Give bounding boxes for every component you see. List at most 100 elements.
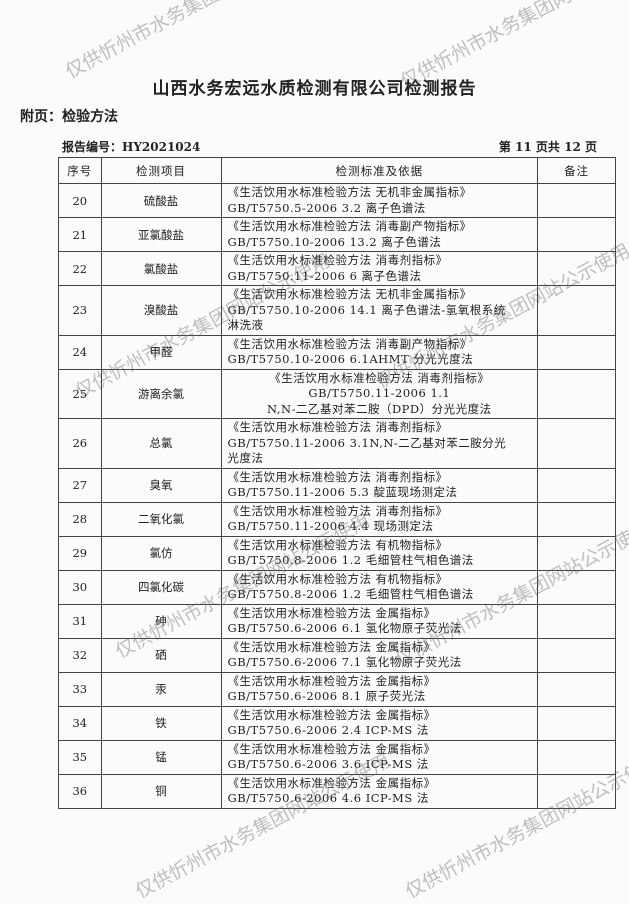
standard-line: GB/T5750.11-2006 1.1 — [308, 386, 451, 400]
row-note — [537, 569, 616, 605]
row-note — [537, 637, 616, 673]
row-item: 总氯 — [100, 418, 222, 469]
standard-line: GB/T5750.11-2006 4.4 现场测定法 — [227, 519, 434, 533]
standard-line: GB/T5750.6-2006 3.6 ICP-MS 法 — [227, 757, 429, 771]
row-standard: 《生活饮用水标准检验方法 金属指标》 GB/T5750.6-2006 3.6 IC… — [220, 739, 539, 775]
row-item: 氯酸盐 — [100, 251, 222, 286]
standard-line: 《生活饮用水标准检验方法 无机非金属指标》 — [227, 185, 472, 199]
row-item: 铁 — [100, 705, 222, 741]
table-header-row: 序号 检测项目 检测标准及依据 备注 — [58, 157, 616, 184]
row-seq: 29 — [58, 535, 102, 571]
methods-table: 序号 检测项目 检测标准及依据 备注 20 硫酸盐 《生活饮用水标准检验方法 无机非… — [58, 157, 616, 809]
table-row: 36 铜《生活饮用水标准检验方法 金属指标》 GB/T5750.6-2006 4.6… — [58, 773, 616, 809]
table-row: 31 砷《生活饮用水标准检验方法 金属指标》 GB/T5750.6-2006 6.1… — [58, 603, 616, 639]
table-row: 34 铁《生活饮用水标准检验方法 金属指标》 GB/T5750.6-2006 2.4… — [58, 705, 616, 741]
row-note — [537, 418, 616, 469]
row-item: 硫酸盐 — [100, 183, 222, 218]
row-standard: 《生活饮用水标准检验方法 有机物指标》 GB/T5750.8-2006 1.2 毛… — [220, 535, 539, 571]
row-note — [537, 773, 616, 809]
row-seq: 22 — [58, 251, 102, 286]
row-note — [537, 217, 616, 252]
row-seq: 31 — [58, 603, 102, 639]
row-standard: 《生活饮用水标准检验方法 消毒副产物指标》 GB/T5750.10-2006 13… — [220, 217, 539, 252]
row-item: 氯仿 — [100, 535, 222, 571]
standard-line: GB/T5750.10-2006 13.2 离子色谱法 — [227, 234, 442, 249]
header-note: 备注 — [537, 157, 616, 184]
row-seq: 36 — [58, 773, 102, 809]
standard-line: GB/T5750.5-2006 3.2 离子色谱法 — [227, 200, 426, 215]
row-note — [537, 603, 616, 639]
standard-line: 《生活饮用水标准检验方法 消毒剂指标》 — [227, 253, 448, 267]
row-note — [537, 671, 616, 707]
table-row: 22 氯酸盐 《生活饮用水标准检验方法 消毒剂指标》 GB/T5750.11-2006… — [58, 251, 616, 286]
row-seq: 24 — [58, 334, 102, 370]
row-seq: 30 — [58, 569, 102, 605]
row-standard: 《生活饮用水标准检验方法 消毒剂指标》 GB/T5750.11-2006 4.4 … — [220, 501, 539, 537]
header-seq: 序号 — [58, 157, 102, 184]
standard-line: GB/T5750.11-2006 3.1N,N-二乙基对苯二胺分光 — [227, 435, 507, 450]
row-item: 锰 — [100, 739, 222, 775]
standard-line: GB/T5750.6-2006 4.6 ICP-MS 法 — [227, 791, 429, 805]
header-item: 检测项目 — [100, 157, 222, 184]
row-note — [537, 285, 616, 336]
row-note — [537, 251, 616, 286]
row-seq: 33 — [58, 671, 102, 707]
row-note — [537, 705, 616, 741]
row-standard: 《生活饮用水标准检验方法 消毒剂指标》 GB/T5750.11-2006 6 离子… — [220, 251, 539, 286]
standard-line: 《生活饮用水标准检验方法 消毒剂指标》 — [227, 503, 448, 518]
row-note — [537, 535, 616, 571]
row-item: 臭氧 — [100, 467, 222, 503]
table-row: 26 总氯 《生活饮用水标准检验方法 消毒剂指标》 GB/T5750.11-2006 … — [58, 418, 616, 469]
standard-line: 《生活饮用水标准检验方法 消毒副产物指标》 — [227, 336, 472, 351]
standard-line: GB/T5750.8-2006 1.2 毛细管柱气相色谱法 — [227, 553, 474, 567]
row-note — [537, 334, 616, 370]
table-row: 32 硒《生活饮用水标准检验方法 金属指标》 GB/T5750.6-2006 7.1… — [58, 637, 616, 673]
table-row: 25 游离余氯 《生活饮用水标准检验方法 消毒剂指标》 GB/T5750.11-200… — [58, 368, 616, 419]
standard-line: 《生活饮用水标准检验方法 有机物指标》 — [227, 571, 448, 586]
row-seq: 28 — [58, 501, 102, 537]
row-seq: 27 — [58, 467, 102, 503]
standard-line: 《生活饮用水标准检验方法 金属指标》 — [227, 775, 436, 790]
standard-line: GB/T5750.10-2006 14.1 离子色谱法-氢氧根系统 — [227, 302, 506, 317]
row-standard: 《生活饮用水标准检验方法 金属指标》 GB/T5750.6-2006 7.1 氢化… — [220, 637, 539, 673]
row-standard: 《生活饮用水标准检验方法 消毒剂指标》 GB/T5750.11-2006 3.1N… — [220, 418, 539, 469]
row-item: 汞 — [100, 671, 222, 707]
row-item: 亚氯酸盐 — [100, 217, 222, 252]
standard-line: 《生活饮用水标准检验方法 无机非金属指标》 — [227, 287, 472, 301]
header-standard: 检测标准及依据 — [220, 157, 539, 184]
standard-line: GB/T5750.6-2006 6.1 氢化物原子荧光法 — [227, 621, 462, 635]
report-title: 山西水务宏远水质检测有限公司检测报告 — [152, 79, 477, 99]
standard-line: 《生活饮用水标准检验方法 消毒剂指标》 — [269, 370, 490, 385]
row-seq: 25 — [58, 368, 102, 419]
table-row: 33 汞《生活饮用水标准检验方法 金属指标》 GB/T5750.6-2006 8.1… — [58, 671, 616, 707]
row-standard: 《生活饮用水标准检验方法 无机非金属指标》 GB/T5750.10-2006 14… — [220, 285, 539, 336]
standard-line: 《生活饮用水标准检验方法 金属指标》 — [227, 741, 436, 756]
table-row: 23 溴酸盐 《生活饮用水标准检验方法 无机非金属指标》 GB/T5750.10-20… — [58, 285, 616, 336]
standard-line: GB/T5750.8-2006 1.2 毛细管柱气相色谱法 — [227, 587, 474, 601]
standard-line: GB/T5750.6-2006 8.1 原子荧光法 — [227, 689, 426, 703]
standard-line: GB/T5750.10-2006 6.1AHMT 分光光度法 — [227, 352, 474, 366]
standard-line: 《生活饮用水标准检验方法 消毒副产物指标》 — [227, 219, 472, 233]
table-row: 29 氯仿 《生活饮用水标准检验方法 有机物指标》 GB/T5750.8-2006 1… — [58, 535, 616, 571]
row-standard: 《生活饮用水标准检验方法 有机物指标》 GB/T5750.8-2006 1.2 毛… — [220, 569, 539, 605]
row-seq: 34 — [58, 705, 102, 741]
standard-line: 淋洗液 — [227, 318, 264, 332]
row-note — [537, 467, 616, 503]
row-standard: 《生活饮用水标准检验方法 消毒副产物指标》 GB/T5750.10-2006 6.… — [220, 334, 539, 370]
standard-line: 光度法 — [227, 451, 264, 465]
standard-line: GB/T5750.6-2006 7.1 氢化物原子荧光法 — [227, 655, 462, 669]
row-item: 硒 — [100, 637, 222, 673]
row-item: 游离余氯 — [100, 368, 222, 419]
row-seq: 35 — [58, 739, 102, 775]
table-row: 20 硫酸盐 《生活饮用水标准检验方法 无机非金属指标》 GB/T5750.5-200… — [58, 183, 616, 218]
row-item: 四氯化碳 — [100, 569, 222, 605]
row-seq: 20 — [58, 183, 102, 218]
row-item: 溴酸盐 — [100, 285, 222, 336]
table-row: 21 亚氯酸盐 《生活饮用水标准检验方法 消毒副产物指标》 GB/T5750.10-2… — [58, 217, 616, 252]
row-standard: 《生活饮用水标准检验方法 金属指标》 GB/T5750.6-2006 2.4 IC… — [220, 705, 539, 741]
table-row: 35 锰《生活饮用水标准检验方法 金属指标》 GB/T5750.6-2006 3.6… — [58, 739, 616, 775]
standard-line: 《生活饮用水标准检验方法 金属指标》 — [227, 639, 436, 654]
row-standard: 《生活饮用水标准检验方法 消毒剂指标》 GB/T5750.11-2006 1.1 N… — [220, 368, 539, 419]
row-seq: 32 — [58, 637, 102, 673]
page-number: 第 11 页共 12 页 — [498, 140, 597, 154]
